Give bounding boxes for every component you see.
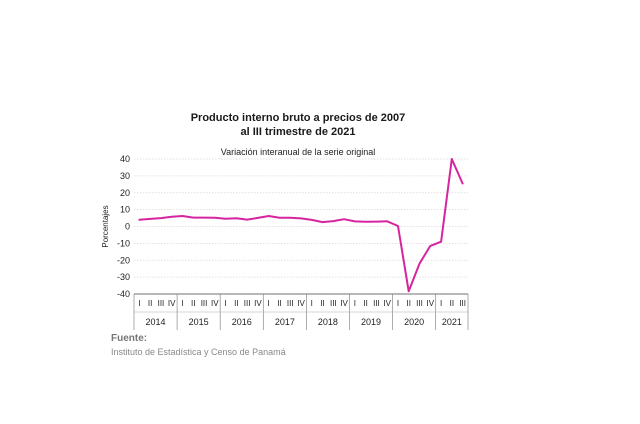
source-heading: Fuente: xyxy=(111,333,148,344)
quarter-tick-label: III xyxy=(201,299,208,308)
year-label: 2017 xyxy=(275,317,295,327)
year-label: 2020 xyxy=(404,317,424,327)
year-label: 2019 xyxy=(361,317,381,327)
chart-title-line2: al III trimestre de 2021 xyxy=(240,126,356,138)
year-label: 2015 xyxy=(189,317,209,327)
y-tick-label: 30 xyxy=(120,171,130,181)
year-label: 2016 xyxy=(232,317,252,327)
quarter-tick-label: IV xyxy=(297,299,305,308)
quarter-tick-label: I xyxy=(440,299,442,308)
quarter-tick-label: III xyxy=(373,299,380,308)
year-label: 2014 xyxy=(146,317,166,327)
quarter-tick-label: III xyxy=(330,299,337,308)
quarter-tick-label: II xyxy=(234,299,238,308)
quarter-tick-label: III xyxy=(459,299,466,308)
quarter-tick-label: IV xyxy=(211,299,219,308)
y-tick-label: 20 xyxy=(120,188,130,198)
quarter-tick-label: IV xyxy=(254,299,262,308)
quarter-tick-label: I xyxy=(268,299,270,308)
quarter-tick-label: II xyxy=(363,299,367,308)
source-text: Instituto de Estadística y Censo de Pana… xyxy=(111,347,286,357)
quarter-tick-label: II xyxy=(148,299,152,308)
quarter-tick-label: III xyxy=(416,299,423,308)
y-tick-label: -30 xyxy=(117,272,130,282)
series-line xyxy=(138,158,464,293)
quarter-tick-label: II xyxy=(450,299,454,308)
quarter-tick-label: I xyxy=(224,299,226,308)
quarter-tick-label: I xyxy=(181,299,183,308)
quarter-tick-label: I xyxy=(311,299,313,308)
y-tick-label: 10 xyxy=(120,205,130,215)
year-label: 2021 xyxy=(442,317,462,327)
quarter-tick-label: III xyxy=(244,299,251,308)
quarter-tick-label: II xyxy=(277,299,281,308)
quarter-tick-label: I xyxy=(354,299,356,308)
year-label: 2018 xyxy=(318,317,338,327)
y-tick-label: -10 xyxy=(117,238,130,248)
y-tick-label: 40 xyxy=(120,154,130,164)
quarter-tick-label: II xyxy=(320,299,324,308)
chart-subtitle: Variación interanual de la serie origina… xyxy=(220,147,376,157)
quarter-tick-label: I xyxy=(138,299,140,308)
quarter-tick-label: III xyxy=(287,299,294,308)
y-tick-label: -40 xyxy=(117,289,130,299)
chart-title: Producto interno bruto a precios de 2007 xyxy=(190,112,406,124)
quarter-tick-label: III xyxy=(158,299,165,308)
y-tick-label: 0 xyxy=(125,222,130,232)
quarter-tick-label: IV xyxy=(340,299,348,308)
quarter-tick-label: IV xyxy=(383,299,391,308)
quarter-tick-label: II xyxy=(407,299,411,308)
quarter-tick-label: IV xyxy=(168,299,176,308)
y-tick-label: -20 xyxy=(117,255,130,265)
quarter-tick-label: I xyxy=(397,299,399,308)
y-axis-label: Porcentajes xyxy=(101,205,110,247)
quarter-tick-label: II xyxy=(191,299,195,308)
quarter-tick-label: IV xyxy=(427,299,435,308)
